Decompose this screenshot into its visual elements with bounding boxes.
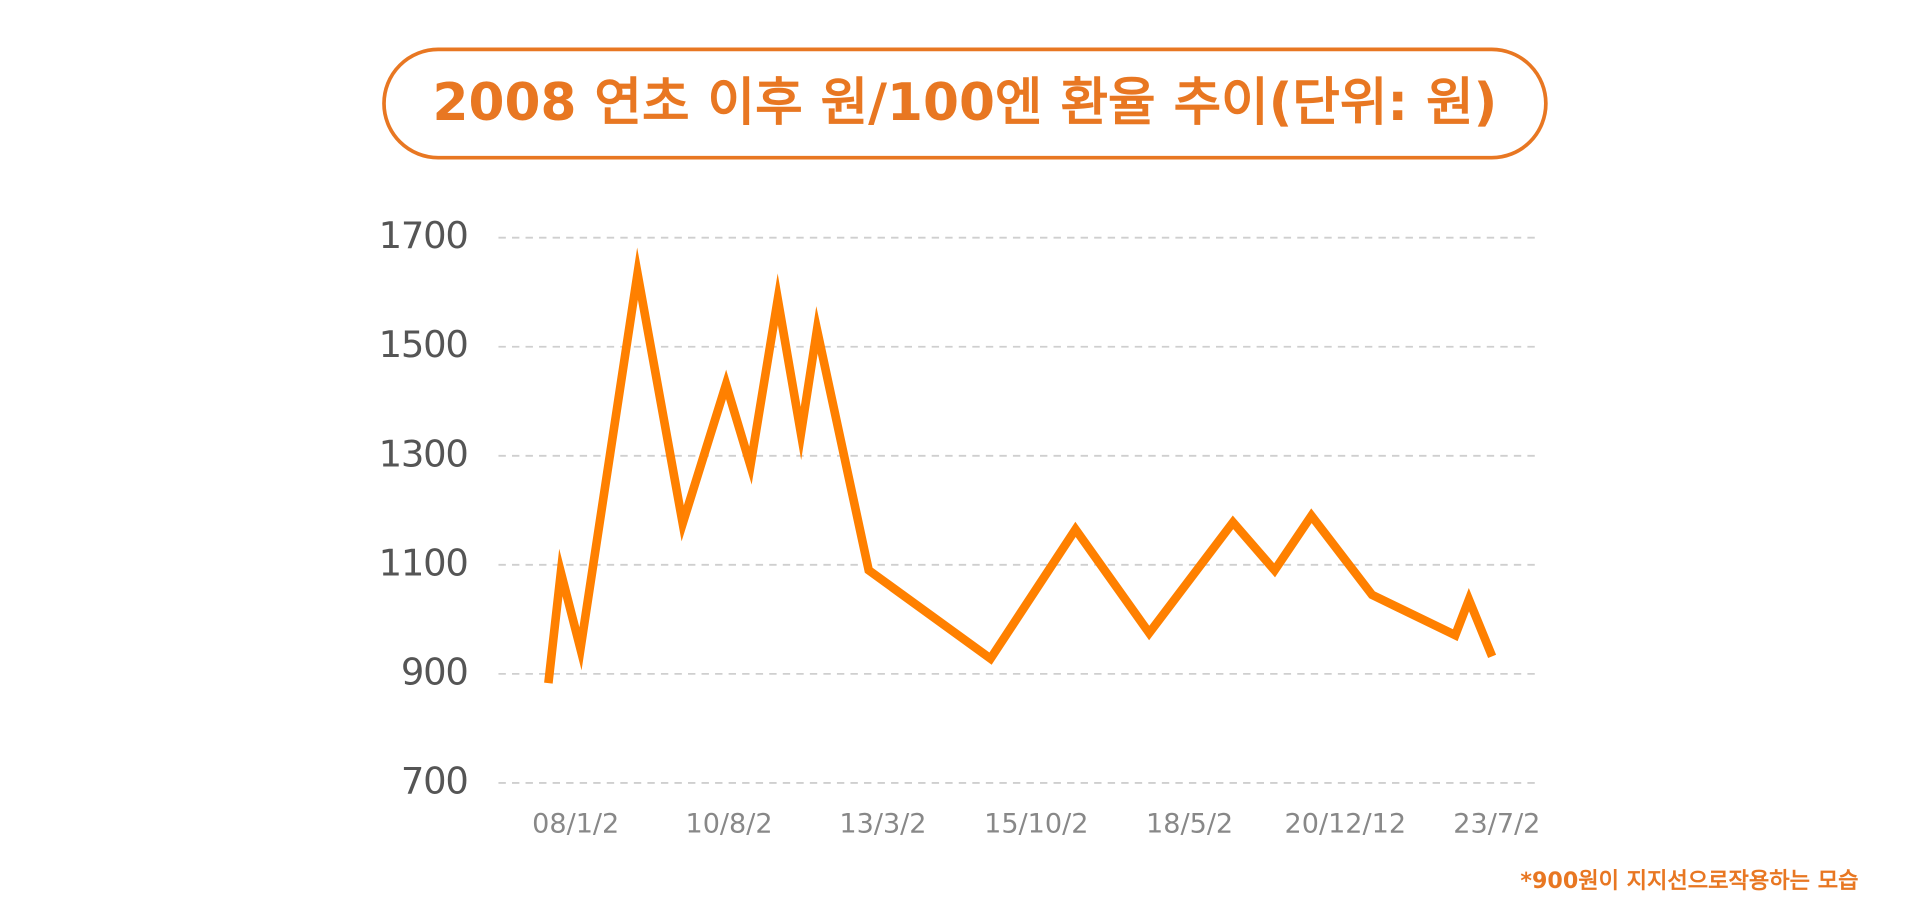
x-tick-label: 18/5/2 <box>1146 808 1233 839</box>
y-tick-label: 1300 <box>379 432 468 475</box>
x-tick-label: 08/1/2 <box>532 808 619 839</box>
title-frame <box>382 47 1548 160</box>
data-line <box>544 247 1497 684</box>
x-tick-label: 15/10/2 <box>984 808 1088 839</box>
footnote: *900원이 지지선으로작용하는 모습 <box>1520 868 1858 894</box>
y-tick-label: 1500 <box>379 323 468 366</box>
y-tick-label: 700 <box>401 759 468 802</box>
x-tick-label: 13/3/2 <box>839 808 926 839</box>
y-tick-label: 900 <box>401 650 468 693</box>
x-tick-label: 20/12/12 <box>1285 808 1407 839</box>
x-tick-label: 23/7/2 <box>1453 808 1540 839</box>
x-tick-label: 10/8/2 <box>685 808 772 839</box>
y-tick-label: 1100 <box>379 541 468 584</box>
chart-title: 2008 연초 이후 원/100엔 환율 추이(단위: 원) <box>433 73 1498 133</box>
y-tick-label: 1700 <box>379 214 468 257</box>
